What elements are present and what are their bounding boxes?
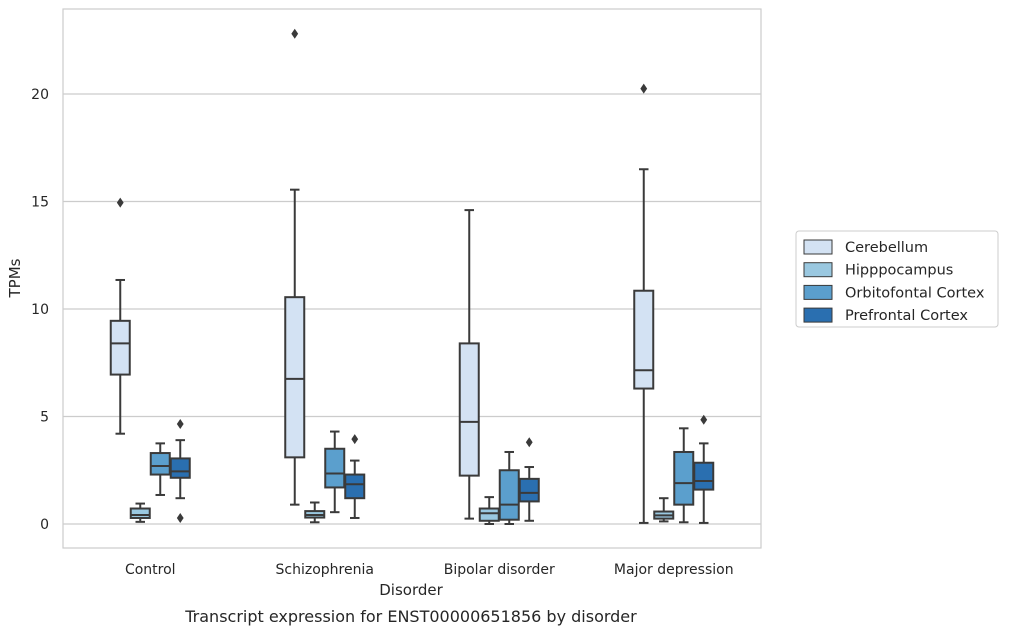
legend-swatch bbox=[803, 262, 833, 278]
y-tick-label: 5 bbox=[40, 410, 49, 426]
legend: Cerebellum Hipppocampus Orbitofontal Corte… bbox=[795, 230, 999, 328]
box-plot bbox=[458, 209, 480, 520]
box-plot bbox=[129, 502, 151, 523]
box bbox=[284, 296, 306, 459]
box bbox=[129, 507, 151, 519]
box-plot bbox=[693, 414, 715, 524]
box-plot bbox=[518, 437, 540, 522]
box bbox=[693, 461, 715, 491]
box bbox=[149, 452, 171, 476]
y-tick-label: 20 bbox=[31, 87, 49, 103]
outlier-point bbox=[176, 419, 184, 430]
outlier-point bbox=[640, 83, 648, 94]
box bbox=[633, 289, 655, 390]
chart-caption: Transcript expression for ENST0000065185… bbox=[184, 607, 637, 626]
box-plot bbox=[304, 501, 326, 524]
box bbox=[344, 473, 366, 500]
legend-swatch bbox=[803, 239, 833, 255]
box bbox=[169, 457, 191, 479]
box-plot bbox=[109, 197, 131, 435]
outlier-point bbox=[351, 434, 359, 445]
legend-swatch bbox=[803, 307, 833, 323]
outlier-point bbox=[176, 512, 184, 523]
x-tick-label: Control bbox=[125, 562, 176, 578]
legend-swatch bbox=[803, 284, 833, 300]
box-plot bbox=[633, 83, 655, 524]
box bbox=[498, 469, 520, 521]
legend-frame bbox=[795, 230, 999, 328]
legend-label: Orbitofontal Cortex bbox=[845, 285, 985, 301]
plot-frame bbox=[62, 8, 762, 549]
y-axis-label: TPMs bbox=[6, 258, 24, 298]
legend-label: Cerebellum bbox=[845, 240, 928, 256]
x-axis-label: Disorder bbox=[379, 581, 443, 599]
box-plot bbox=[344, 434, 366, 519]
x-tick-label: Bipolar disorder bbox=[444, 562, 555, 578]
box bbox=[518, 477, 540, 503]
box-plot bbox=[478, 496, 500, 525]
y-tick-label: 15 bbox=[31, 195, 49, 211]
box-plot bbox=[169, 419, 191, 523]
outlier-point bbox=[525, 437, 533, 448]
legend-label: Prefrontal Cortex bbox=[845, 308, 968, 324]
box-plot bbox=[324, 430, 346, 514]
x-tick-label: Major depression bbox=[614, 562, 734, 578]
box bbox=[673, 450, 695, 506]
outlier-point bbox=[116, 197, 124, 208]
y-tick-labels: 0 5 10 15 20 bbox=[31, 87, 49, 533]
y-tick-label: 0 bbox=[40, 517, 49, 533]
box-plot bbox=[284, 28, 306, 506]
box-plot bbox=[498, 450, 520, 525]
x-tick-label: Schizophrenia bbox=[276, 562, 374, 578]
outlier-point bbox=[700, 414, 708, 425]
box bbox=[109, 319, 131, 376]
legend-label: Hipppocampus bbox=[845, 263, 953, 279]
boxes bbox=[109, 28, 715, 525]
y-tick-label: 10 bbox=[31, 302, 49, 318]
x-tick-labels: Control Schizophrenia Bipolar disorder Majo… bbox=[125, 562, 734, 578]
box bbox=[458, 342, 480, 477]
box-plot bbox=[653, 497, 675, 523]
box bbox=[478, 507, 500, 522]
box bbox=[324, 447, 346, 489]
box-plot bbox=[149, 442, 171, 496]
box-plot bbox=[673, 427, 695, 524]
outlier-point bbox=[291, 28, 299, 39]
